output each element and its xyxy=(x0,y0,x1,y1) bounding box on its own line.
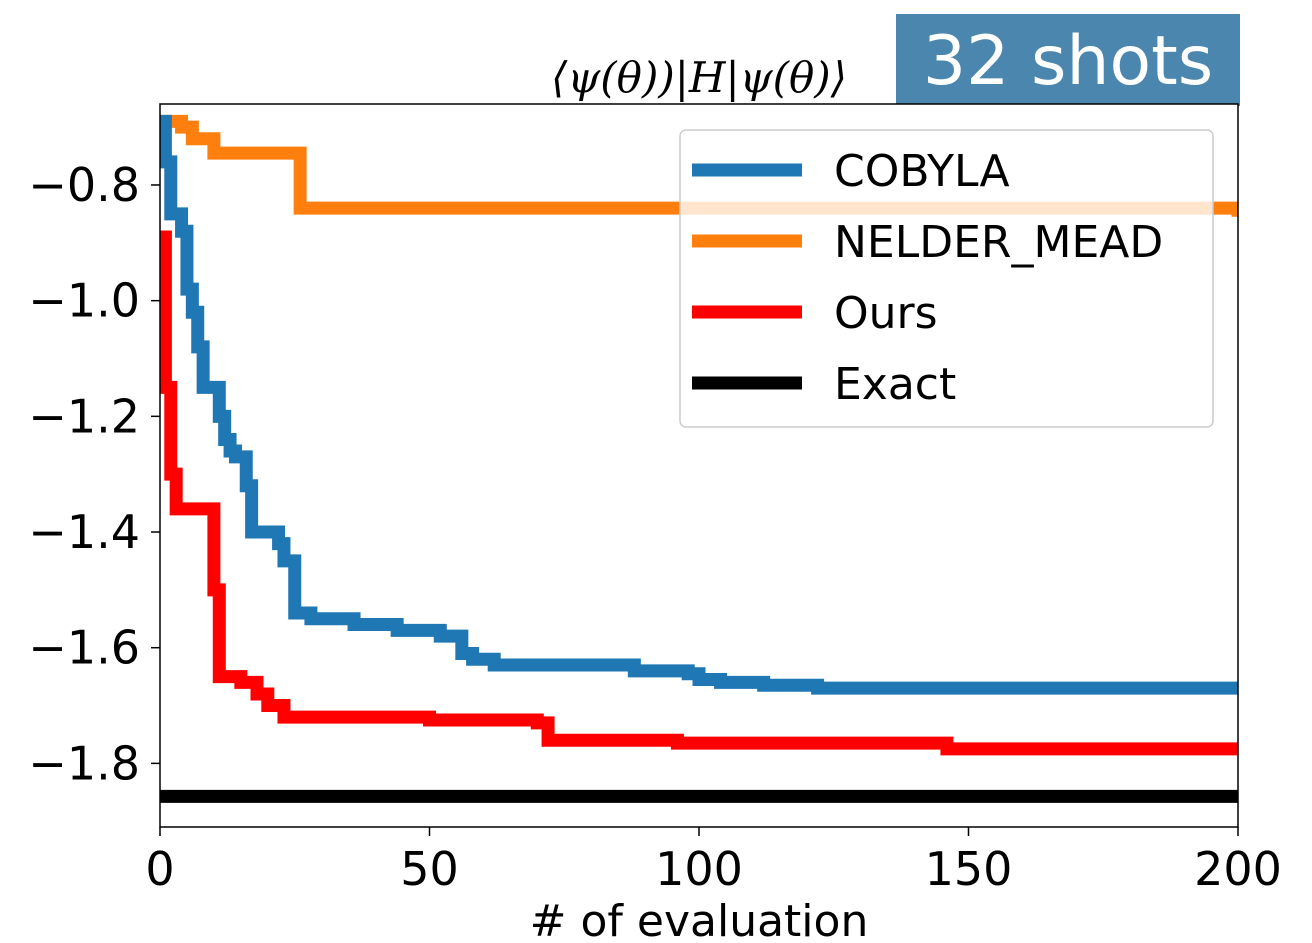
legend-label: Ours xyxy=(834,288,938,339)
x-tick-label: 200 xyxy=(1194,842,1282,896)
plot-title: ⟨ψ(θ))|H|ψ(θ)⟩ xyxy=(551,53,847,102)
legend-label: NELDER_MEAD xyxy=(834,217,1163,268)
y-tick-label: −1.4 xyxy=(28,505,140,559)
badge-label: 32 shots xyxy=(923,22,1213,101)
x-axis-ticks: 0 50 100 150 200 xyxy=(145,827,1282,896)
legend-label: COBYLA xyxy=(834,146,1010,197)
legend: COBYLA NELDER_MEAD Ours Exact xyxy=(679,129,1214,428)
x-axis-title: # of evaluation xyxy=(530,896,869,943)
y-tick-label: −1.6 xyxy=(28,621,140,675)
legend-entries: COBYLA NELDER_MEAD Ours Exact xyxy=(692,146,1163,410)
y-tick-label: −0.8 xyxy=(28,158,140,212)
x-tick-label: 0 xyxy=(145,842,174,896)
y-tick-label: −1.0 xyxy=(28,274,140,328)
x-tick-label: 150 xyxy=(925,842,1013,896)
series-layer xyxy=(160,114,1238,803)
series-line-nelder-mead xyxy=(160,114,1238,217)
legend-label: Exact xyxy=(834,359,956,410)
series-line-ours xyxy=(160,230,1238,756)
legend-box xyxy=(679,129,1214,428)
x-tick-label: 100 xyxy=(655,842,743,896)
y-tick-label: −1.8 xyxy=(28,736,140,790)
badge-background xyxy=(896,14,1240,106)
series-line-cobyla xyxy=(160,114,1238,695)
y-tick-label: −1.2 xyxy=(28,389,140,443)
y-axis-ticks: −0.8 −1.0 −1.2 −1.4 −1.6 −1.8 xyxy=(28,158,160,790)
shots-badge: 32 shots xyxy=(896,14,1240,106)
x-tick-label: 50 xyxy=(400,842,459,896)
